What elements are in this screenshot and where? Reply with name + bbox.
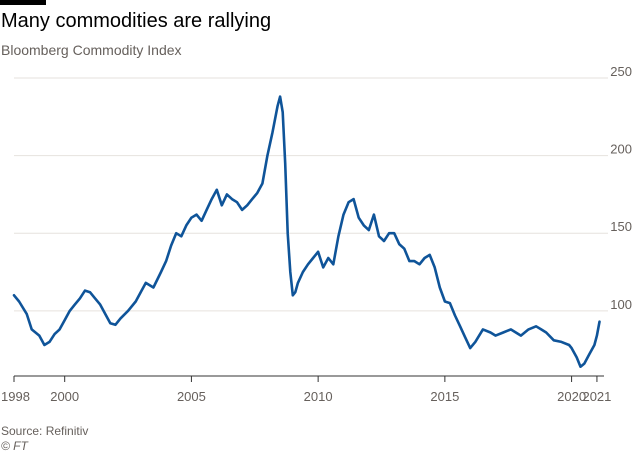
chart-subtitle: Bloomberg Commodity Index xyxy=(1,42,182,58)
x-tick-label-2005: 2005 xyxy=(177,389,206,404)
chart-title: Many commodities are rallying xyxy=(1,10,272,32)
y-tick-label-200: 200 xyxy=(610,142,632,157)
y-axis-ticks: 100 150 200 250 xyxy=(610,64,632,312)
y-tick-label-100: 100 xyxy=(610,297,632,312)
y-tick-label-250: 250 xyxy=(610,64,632,79)
source-note: Source: Refinitiv xyxy=(1,424,89,438)
x-tick-label-2000: 2000 xyxy=(50,389,79,404)
ft-credit: © FT xyxy=(1,439,28,453)
y-tick-label-150: 150 xyxy=(610,219,632,234)
x-tick-label-2010: 2010 xyxy=(304,389,333,404)
gridlines xyxy=(14,77,608,312)
ft-top-bar xyxy=(0,0,46,5)
x-tick-label-2020: 2020 xyxy=(557,389,586,404)
x-tick-label-2015: 2015 xyxy=(430,389,459,404)
x-tick-label-1998: 1998 xyxy=(1,389,30,404)
x-tick-label-2021: 2021 xyxy=(582,389,611,404)
series-line xyxy=(12,95,601,368)
